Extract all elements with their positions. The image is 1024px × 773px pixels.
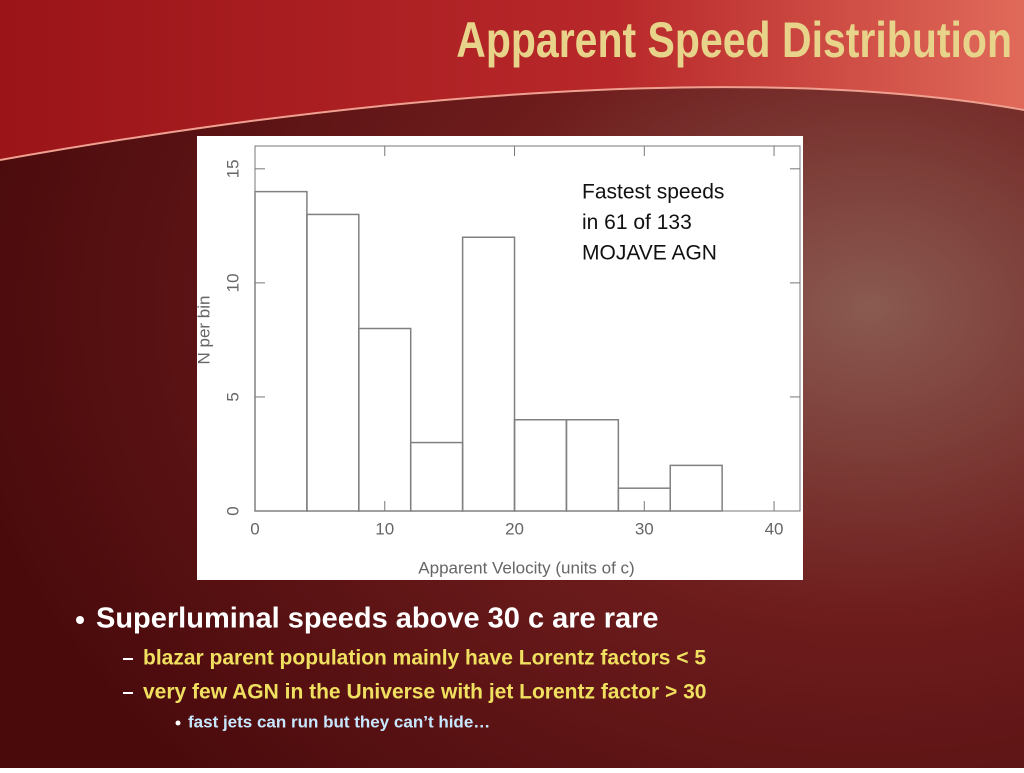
y-tick-label: 15 [223, 159, 242, 178]
x-tick-label: 20 [505, 519, 524, 538]
slide-title: Apparent Speed Distribution [456, 12, 1012, 68]
annotation: Fastest speeds [582, 181, 724, 204]
y-tick-label: 0 [223, 506, 242, 515]
histogram-bar [461, 236, 516, 512]
y-tick-label: 5 [223, 392, 242, 401]
annotation: MOJAVE AGN [582, 242, 717, 265]
chart: 0 10 20 30 40 0 5 10 15 Apparent Velocity (units … [194, 145, 801, 577]
chart-panel [197, 136, 803, 580]
bullet-text: Superluminal speeds above 30 c are rare [96, 603, 659, 635]
annotation: in 61 of 133 [582, 211, 692, 234]
x-axis-label: Apparent Velocity (units of c) [418, 558, 634, 577]
histogram-bar [565, 419, 620, 512]
bullet-text: blazar parent population mainly have Lor… [143, 647, 706, 670]
y-axis-label: N per bin [194, 296, 213, 365]
x-tick-label: 30 [635, 519, 654, 538]
bullet-marker [175, 720, 181, 726]
x-tick-label: 10 [375, 519, 394, 538]
x-tick-label: 0 [250, 519, 259, 538]
histogram-bar [358, 327, 412, 512]
y-tick-label: 10 [223, 273, 242, 292]
histogram-bar [669, 464, 723, 512]
x-tick-label: 40 [765, 519, 784, 538]
header-edge [0, 86, 1024, 161]
bullet-marker [76, 616, 84, 624]
bullet-text: fast jets can run but they can’t hide… [188, 712, 490, 731]
bullet-text: very few AGN in the Universe with jet Lo… [143, 681, 706, 704]
bullet-list: Superluminal speeds above 30 c are rare b… [76, 603, 706, 731]
